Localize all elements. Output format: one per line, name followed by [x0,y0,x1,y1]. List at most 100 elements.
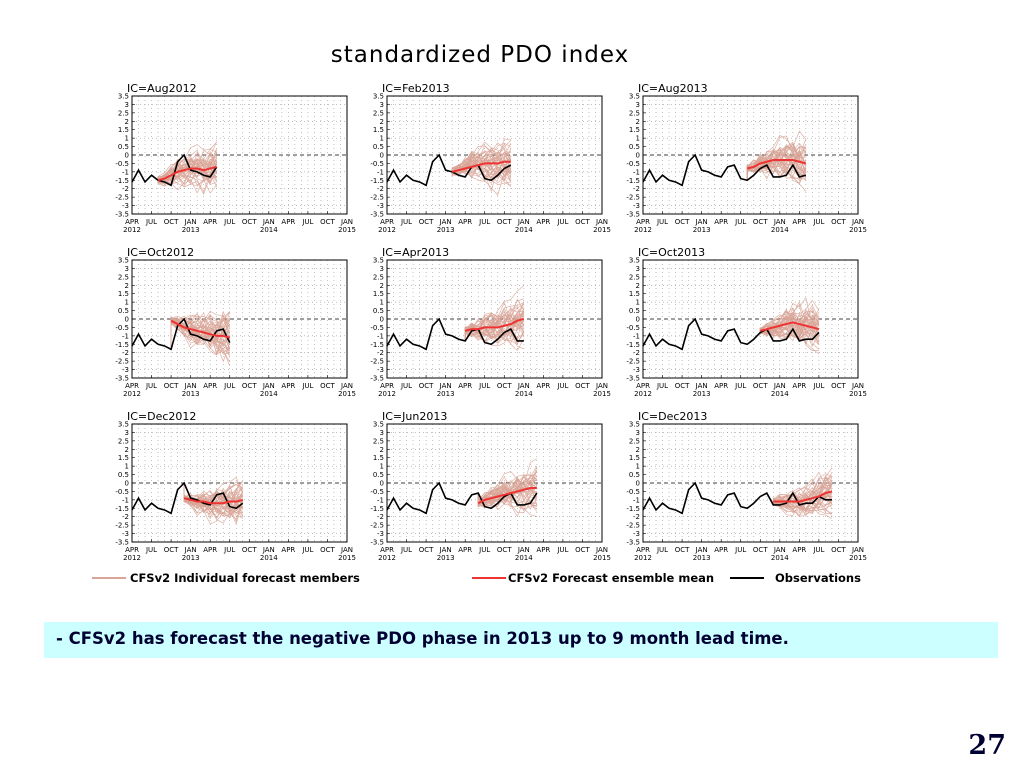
member-line [759,318,820,338]
y-tick-label: -0.5 [115,160,129,168]
member-line [759,316,820,337]
x-tick-label: APR [714,546,728,554]
y-tick-label: 0.5 [373,471,384,479]
x-tick-year: 2015 [849,554,867,562]
y-tick-label: -3.5 [115,211,129,219]
member-line [772,495,833,510]
y-tick-label: 2.5 [373,437,384,445]
x-tick-label: JUL [301,382,313,390]
y-tick-label: 2.5 [629,437,640,445]
ensemble-mean-line [183,497,244,505]
x-tick-label: OCT [164,546,179,554]
x-tick-label: JUL [478,382,490,390]
x-tick-label: APR [714,382,728,390]
member-line [746,152,807,181]
y-tick-label: -1 [122,332,129,340]
y-tick-label: 2.5 [118,437,129,445]
x-tick-label: JAN [851,382,864,390]
x-tick-year: 2014 [771,390,789,398]
y-tick-label: -0.5 [115,488,129,496]
member-line [157,162,217,181]
x-tick-label: APR [636,218,650,226]
observation-line [386,317,524,351]
y-tick-label: 0.5 [118,143,129,151]
panel-grid-svg: IC=Aug20123.532.521.510.50-0.5-1-1.5-2-2… [92,82,867,585]
x-tick-label: JUL [478,218,490,226]
member-line [477,470,538,501]
legend-label-obs: Observations [775,571,861,585]
x-tick-label: APR [458,382,472,390]
y-tick-label: -3.5 [626,211,640,219]
x-tick-label: JUL [556,218,568,226]
y-tick-label: -0.5 [370,488,384,496]
y-tick-label: 2.5 [629,109,640,117]
y-tick-label: 0 [125,480,129,488]
x-tick-label: JUL [400,382,412,390]
member-line [451,143,512,174]
y-tick-label: 2 [125,118,129,126]
x-tick-label: OCT [242,218,257,226]
y-tick-label: -3 [122,202,129,210]
y-tick-label: -1.5 [370,341,384,349]
x-tick-label: OCT [831,218,846,226]
y-tick-label: -0.5 [626,160,640,168]
x-tick-label: JUL [812,546,824,554]
x-tick-label: JAN [695,382,708,390]
x-tick-label: JUL [223,382,235,390]
y-tick-label: -3.5 [626,375,640,383]
y-tick-label: 0.5 [373,143,384,151]
y-tick-label: -1 [122,168,129,176]
x-tick-year: 2015 [338,226,356,234]
x-tick-label: OCT [419,546,434,554]
x-tick-label: JAN [517,546,530,554]
y-tick-label: 0.5 [629,143,640,151]
x-tick-label: JUL [478,546,490,554]
x-tick-label: JUL [656,546,668,554]
y-tick-label: 1.5 [373,454,384,462]
y-tick-label: -2.5 [370,194,384,202]
plot-frame [386,95,603,215]
x-tick-label: JUL [812,218,824,226]
y-tick-label: 1.5 [118,290,129,298]
plot-frame [131,259,348,379]
y-tick-label: 1.5 [629,126,640,134]
x-tick-label: JUL [734,382,746,390]
x-tick-label: JAN [595,382,608,390]
panel-label: IC=Oct2012 [127,246,194,259]
y-tick-label: -3.5 [370,375,384,383]
y-tick-label: -1 [377,496,384,504]
x-tick-label: JUL [145,218,157,226]
x-tick-year: 2013 [437,390,455,398]
x-tick-label: APR [125,546,139,554]
y-tick-label: 1.5 [629,290,640,298]
x-tick-label: APR [792,546,806,554]
member-line [772,474,833,513]
x-tick-label: OCT [164,218,179,226]
y-tick-label: 3.5 [373,93,384,101]
observation-line [642,153,807,187]
slide-number: 27 [968,730,1006,761]
x-tick-label: APR [380,546,394,554]
x-tick-year: 2012 [378,554,396,562]
x-tick-year: 2013 [693,226,711,234]
y-tick-label: -3.5 [115,375,129,383]
ensemble-mean-line [464,318,525,332]
x-tick-year: 2015 [593,390,611,398]
y-tick-label: 2 [380,118,384,126]
y-tick-label: 0 [636,152,640,160]
y-tick-label: -2 [122,513,129,521]
x-tick-label: JAN [773,546,786,554]
x-tick-label: APR [536,546,550,554]
y-tick-label: -0.5 [626,324,640,332]
x-tick-label: OCT [497,382,512,390]
x-tick-label: JAN [695,218,708,226]
member-line [183,483,244,526]
y-tick-label: 1 [636,463,640,471]
y-tick-label: 2 [636,446,640,454]
observation-line [386,153,512,187]
y-tick-label: 3 [125,101,129,109]
y-tick-label: 3 [380,265,384,273]
x-tick-label: JAN [773,382,786,390]
y-tick-label: 1 [380,463,384,471]
observation-line [642,317,820,351]
